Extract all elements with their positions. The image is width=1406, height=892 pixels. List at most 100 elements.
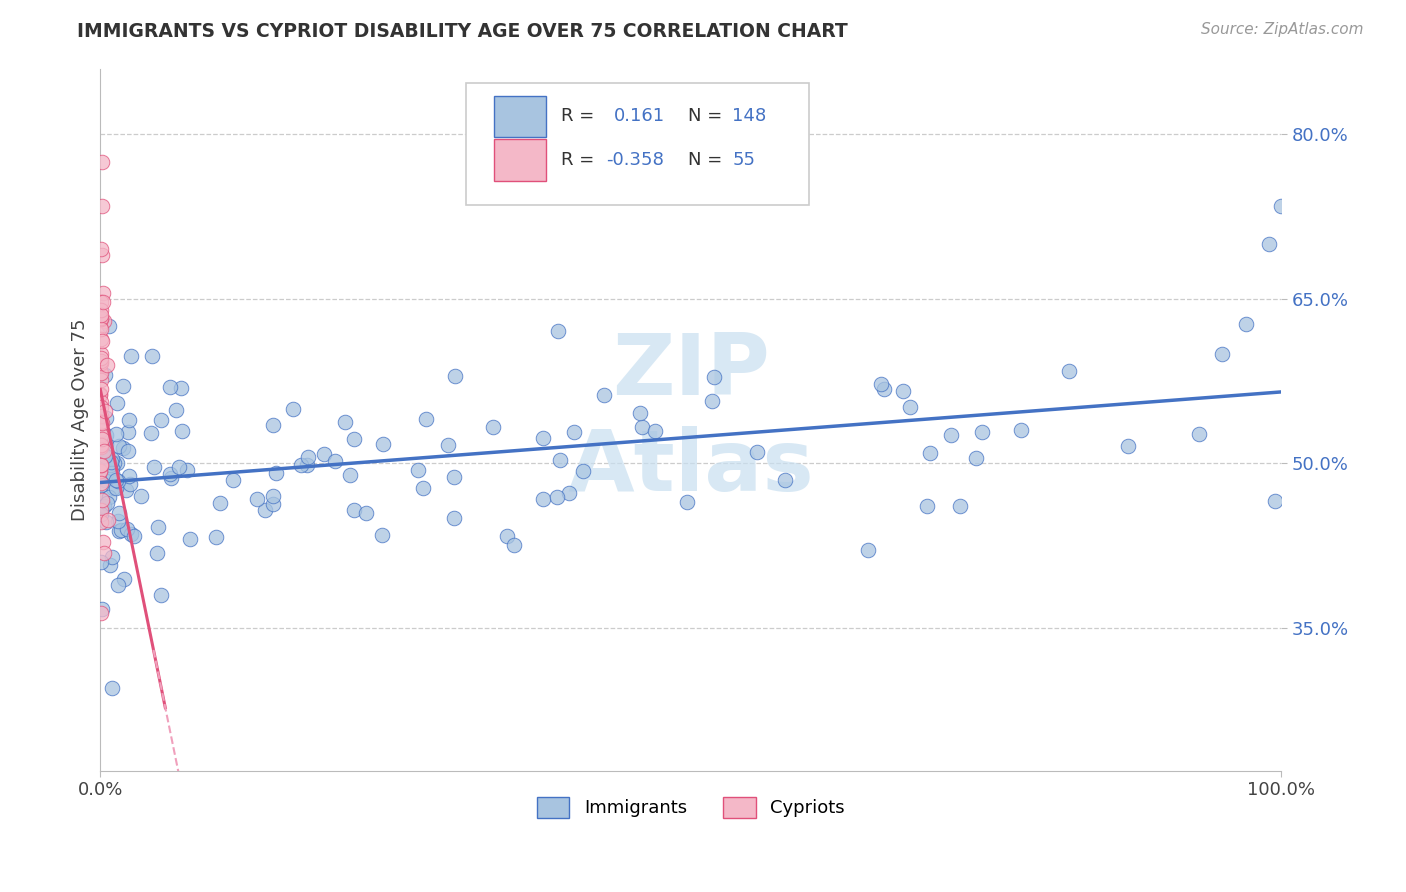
Point — [1211, 347, 1233, 361]
Text: Source: ZipAtlas.com: Source: ZipAtlas.com — [1201, 22, 1364, 37]
Point — [90, 154, 112, 169]
Point — [90, 416, 112, 430]
Point — [107, 395, 129, 409]
Point — [100, 549, 122, 564]
Point — [89, 464, 111, 478]
Point — [443, 510, 465, 524]
Point — [90, 438, 112, 452]
Point — [170, 381, 193, 395]
Point — [1258, 237, 1281, 252]
FancyBboxPatch shape — [494, 95, 546, 137]
Point — [90, 332, 112, 346]
Point — [406, 462, 429, 476]
Point — [482, 420, 505, 434]
Point — [90, 503, 112, 517]
Point — [593, 387, 616, 401]
Point — [1116, 439, 1139, 453]
Point — [91, 493, 114, 508]
Point — [91, 535, 114, 549]
Text: IMMIGRANTS VS CYPRIOT DISABILITY AGE OVER 75 CORRELATION CHART: IMMIGRANTS VS CYPRIOT DISABILITY AGE OVE… — [77, 22, 848, 41]
Point — [118, 469, 141, 483]
Point — [91, 417, 114, 431]
Point — [254, 503, 277, 517]
Point — [97, 490, 120, 504]
Point — [547, 324, 569, 338]
Text: 148: 148 — [733, 107, 766, 125]
Point — [281, 402, 304, 417]
Point — [89, 320, 111, 334]
Text: 55: 55 — [733, 151, 755, 169]
Point — [104, 426, 127, 441]
Point — [94, 515, 117, 529]
Point — [90, 606, 112, 620]
Point — [120, 527, 142, 541]
Point — [89, 439, 111, 453]
Point — [107, 578, 129, 592]
Point — [93, 314, 115, 328]
Point — [90, 365, 112, 379]
Point — [373, 436, 395, 450]
Point — [264, 466, 287, 480]
Point — [89, 442, 111, 457]
Text: N =: N = — [689, 151, 723, 169]
Text: N =: N = — [689, 107, 723, 125]
Point — [630, 420, 652, 434]
Point — [90, 303, 112, 318]
Point — [90, 401, 112, 415]
Text: R =: R = — [561, 151, 600, 169]
Point — [110, 523, 132, 537]
Point — [335, 415, 357, 429]
Point — [96, 496, 118, 510]
Point — [91, 286, 114, 301]
Point — [94, 427, 117, 442]
Point — [103, 456, 125, 470]
Point — [146, 546, 169, 560]
Point — [91, 445, 114, 459]
Point — [89, 464, 111, 478]
Point — [94, 368, 117, 383]
Point — [90, 309, 112, 323]
Point — [91, 602, 114, 616]
Point — [105, 456, 128, 470]
Point — [100, 461, 122, 475]
Point — [114, 483, 136, 498]
Point — [703, 370, 725, 384]
Point — [343, 503, 366, 517]
Point — [93, 444, 115, 458]
Point — [531, 431, 554, 445]
Point — [107, 524, 129, 538]
Point — [870, 376, 893, 391]
Point — [644, 424, 666, 438]
Point — [1057, 364, 1080, 378]
Point — [209, 496, 232, 510]
Point — [856, 543, 879, 558]
Point — [297, 450, 319, 465]
Point — [94, 436, 117, 450]
Point — [90, 555, 112, 569]
Point — [562, 425, 585, 439]
Point — [1264, 494, 1286, 508]
Point — [97, 319, 120, 334]
FancyBboxPatch shape — [494, 139, 546, 180]
Point — [89, 388, 111, 402]
Point — [89, 491, 111, 505]
Point — [107, 474, 129, 488]
Point — [91, 432, 114, 446]
Point — [262, 418, 284, 433]
Point — [898, 400, 921, 414]
Point — [262, 489, 284, 503]
Point — [90, 366, 112, 380]
Point — [90, 438, 112, 452]
Point — [90, 199, 112, 213]
Point — [444, 368, 467, 383]
Point — [90, 294, 112, 309]
Point — [90, 500, 112, 515]
Point — [90, 395, 112, 409]
Point — [246, 492, 269, 507]
Point — [179, 532, 201, 546]
Point — [949, 499, 972, 513]
Point — [108, 506, 131, 520]
Point — [572, 464, 595, 478]
Point — [90, 311, 112, 326]
Point — [90, 508, 112, 522]
